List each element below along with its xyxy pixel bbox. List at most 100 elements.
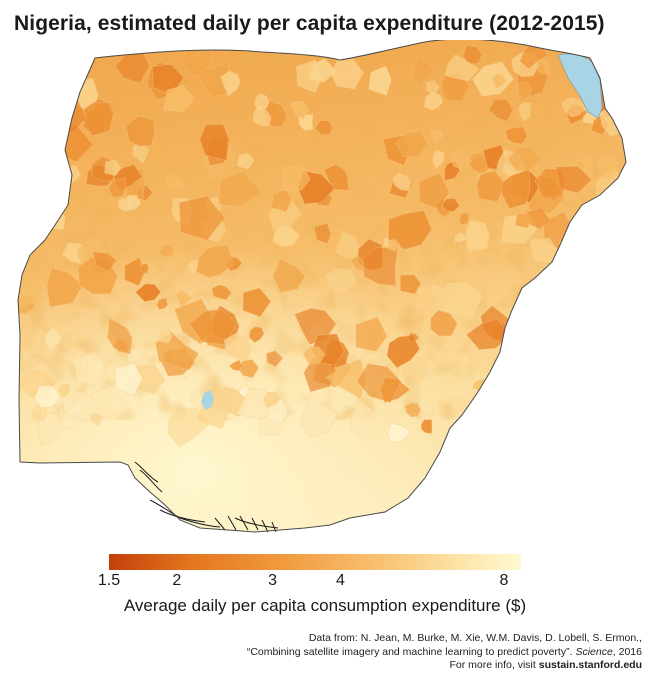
district-patch (44, 327, 62, 350)
district-patch (18, 273, 45, 306)
district-patch (579, 325, 610, 354)
district-patch (355, 316, 388, 352)
district-patch (18, 111, 50, 143)
district-patch (218, 170, 262, 207)
legend-tick-8: 8 (499, 572, 509, 589)
district-patch (568, 252, 594, 287)
district-patch (235, 387, 275, 420)
district-patch (242, 287, 272, 318)
district-patch (314, 223, 332, 245)
district-patch (517, 82, 532, 100)
district-patch (18, 134, 41, 156)
choropleth-map (0, 40, 650, 550)
color-legend: 1.5 2 3 4 8 Average daily per capita consump… (0, 550, 650, 620)
district-patch (466, 318, 511, 350)
reservoir (201, 390, 214, 410)
district-patch (459, 212, 470, 226)
district-patch (211, 284, 232, 300)
district-patch (536, 350, 568, 378)
legend-title: Average daily per capita consumption exp… (123, 596, 527, 615)
district-patch (104, 159, 122, 176)
map-fill-layer (18, 40, 626, 532)
district-patch (282, 165, 311, 191)
district-patch (47, 174, 71, 198)
credits-link[interactable]: sustain.stanford.edu (538, 659, 642, 671)
district-patch (356, 363, 402, 403)
district-patch (392, 173, 411, 192)
district-patch (18, 87, 45, 112)
legend-tick-3: 3 (268, 572, 277, 589)
district-patch (325, 268, 358, 294)
district-patch (395, 129, 428, 158)
district-patch (387, 423, 412, 443)
district-patch (162, 350, 177, 366)
district-patch (501, 169, 531, 209)
district-patch (425, 80, 440, 95)
district-patch (466, 346, 483, 362)
district-patch (262, 391, 281, 408)
district-patch (574, 363, 616, 402)
district-patch (476, 170, 506, 202)
legend-colorbar (109, 554, 521, 570)
district-patch (589, 408, 626, 446)
district-patch (420, 419, 433, 435)
district-patch (439, 234, 455, 251)
district-patch (505, 341, 517, 356)
credits-year: , 2016 (612, 645, 642, 658)
district-patch (571, 350, 583, 365)
district-patch (329, 58, 364, 90)
district-patch (515, 213, 533, 229)
district-patch (498, 389, 511, 405)
district-patch (488, 99, 514, 122)
map-svg (17, 40, 627, 533)
niger-delta-creeks (134, 461, 279, 533)
district-patch (24, 178, 56, 209)
district-patch (300, 391, 338, 439)
district-patch (126, 194, 142, 210)
district-patch (553, 265, 584, 303)
district-patch (432, 149, 445, 170)
district-patch (538, 174, 565, 201)
district-patch (565, 405, 593, 440)
credits-paper-title: “Combining satellite imagery and machine… (246, 645, 573, 658)
district-patch (195, 244, 234, 279)
district-patch (92, 251, 117, 272)
district-patch (124, 257, 145, 287)
district-patch (228, 359, 242, 372)
credits-info-prefix: For more info, visit (449, 659, 539, 671)
district-patch (223, 332, 252, 360)
district-patch (404, 402, 422, 418)
district-patch (454, 232, 468, 243)
legend-tick-1-5: 1.5 (97, 572, 121, 589)
district-patch (598, 420, 617, 434)
district-patch (290, 100, 309, 120)
district-patch (314, 119, 333, 136)
district-patch (140, 262, 149, 275)
district-patch (295, 59, 324, 94)
district-patch (350, 255, 365, 271)
district-patch (175, 289, 193, 308)
district-patch (86, 356, 106, 379)
district-patch (156, 297, 169, 310)
district-patch (266, 350, 284, 367)
district-patch (62, 339, 75, 350)
district-patch (37, 52, 63, 79)
district-patch (127, 348, 147, 363)
district-patch (19, 208, 46, 238)
district-patch (350, 401, 386, 440)
district-patch (587, 418, 621, 451)
district-patch (272, 258, 306, 293)
district-patch (220, 70, 241, 97)
district-patch (411, 55, 437, 86)
legend-tick-2: 2 (172, 572, 182, 589)
district-patch (561, 97, 588, 118)
district-patch (125, 115, 155, 147)
district-patch (535, 57, 551, 75)
district-patch (166, 174, 185, 191)
district-patch (325, 358, 367, 399)
district-patch (45, 208, 66, 230)
credits-journal: Science (575, 645, 613, 658)
lake-chad (557, 53, 603, 119)
district-patch (430, 309, 458, 337)
district-patch (450, 150, 473, 171)
